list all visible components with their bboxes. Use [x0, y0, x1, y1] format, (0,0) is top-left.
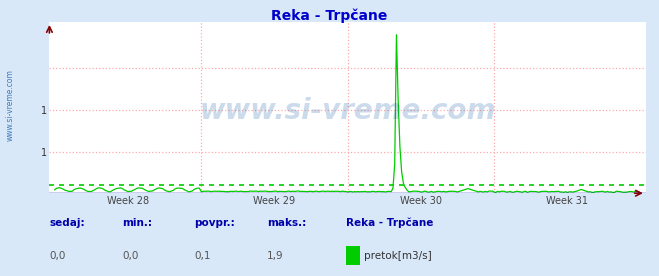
Text: Reka - Trpčane: Reka - Trpčane	[346, 217, 434, 228]
Text: sedaj:: sedaj:	[49, 218, 85, 228]
Text: 0,0: 0,0	[122, 251, 138, 261]
Text: pretok[m3/s]: pretok[m3/s]	[364, 251, 432, 261]
Text: Reka - Trpčane: Reka - Trpčane	[272, 8, 387, 23]
Text: 0,1: 0,1	[194, 251, 211, 261]
Text: 0,0: 0,0	[49, 251, 66, 261]
Text: www.si-vreme.com: www.si-vreme.com	[5, 69, 14, 141]
Text: 1,9: 1,9	[267, 251, 283, 261]
Text: www.si-vreme.com: www.si-vreme.com	[200, 97, 496, 125]
Text: povpr.:: povpr.:	[194, 218, 235, 228]
Text: maks.:: maks.:	[267, 218, 306, 228]
Text: min.:: min.:	[122, 218, 152, 228]
